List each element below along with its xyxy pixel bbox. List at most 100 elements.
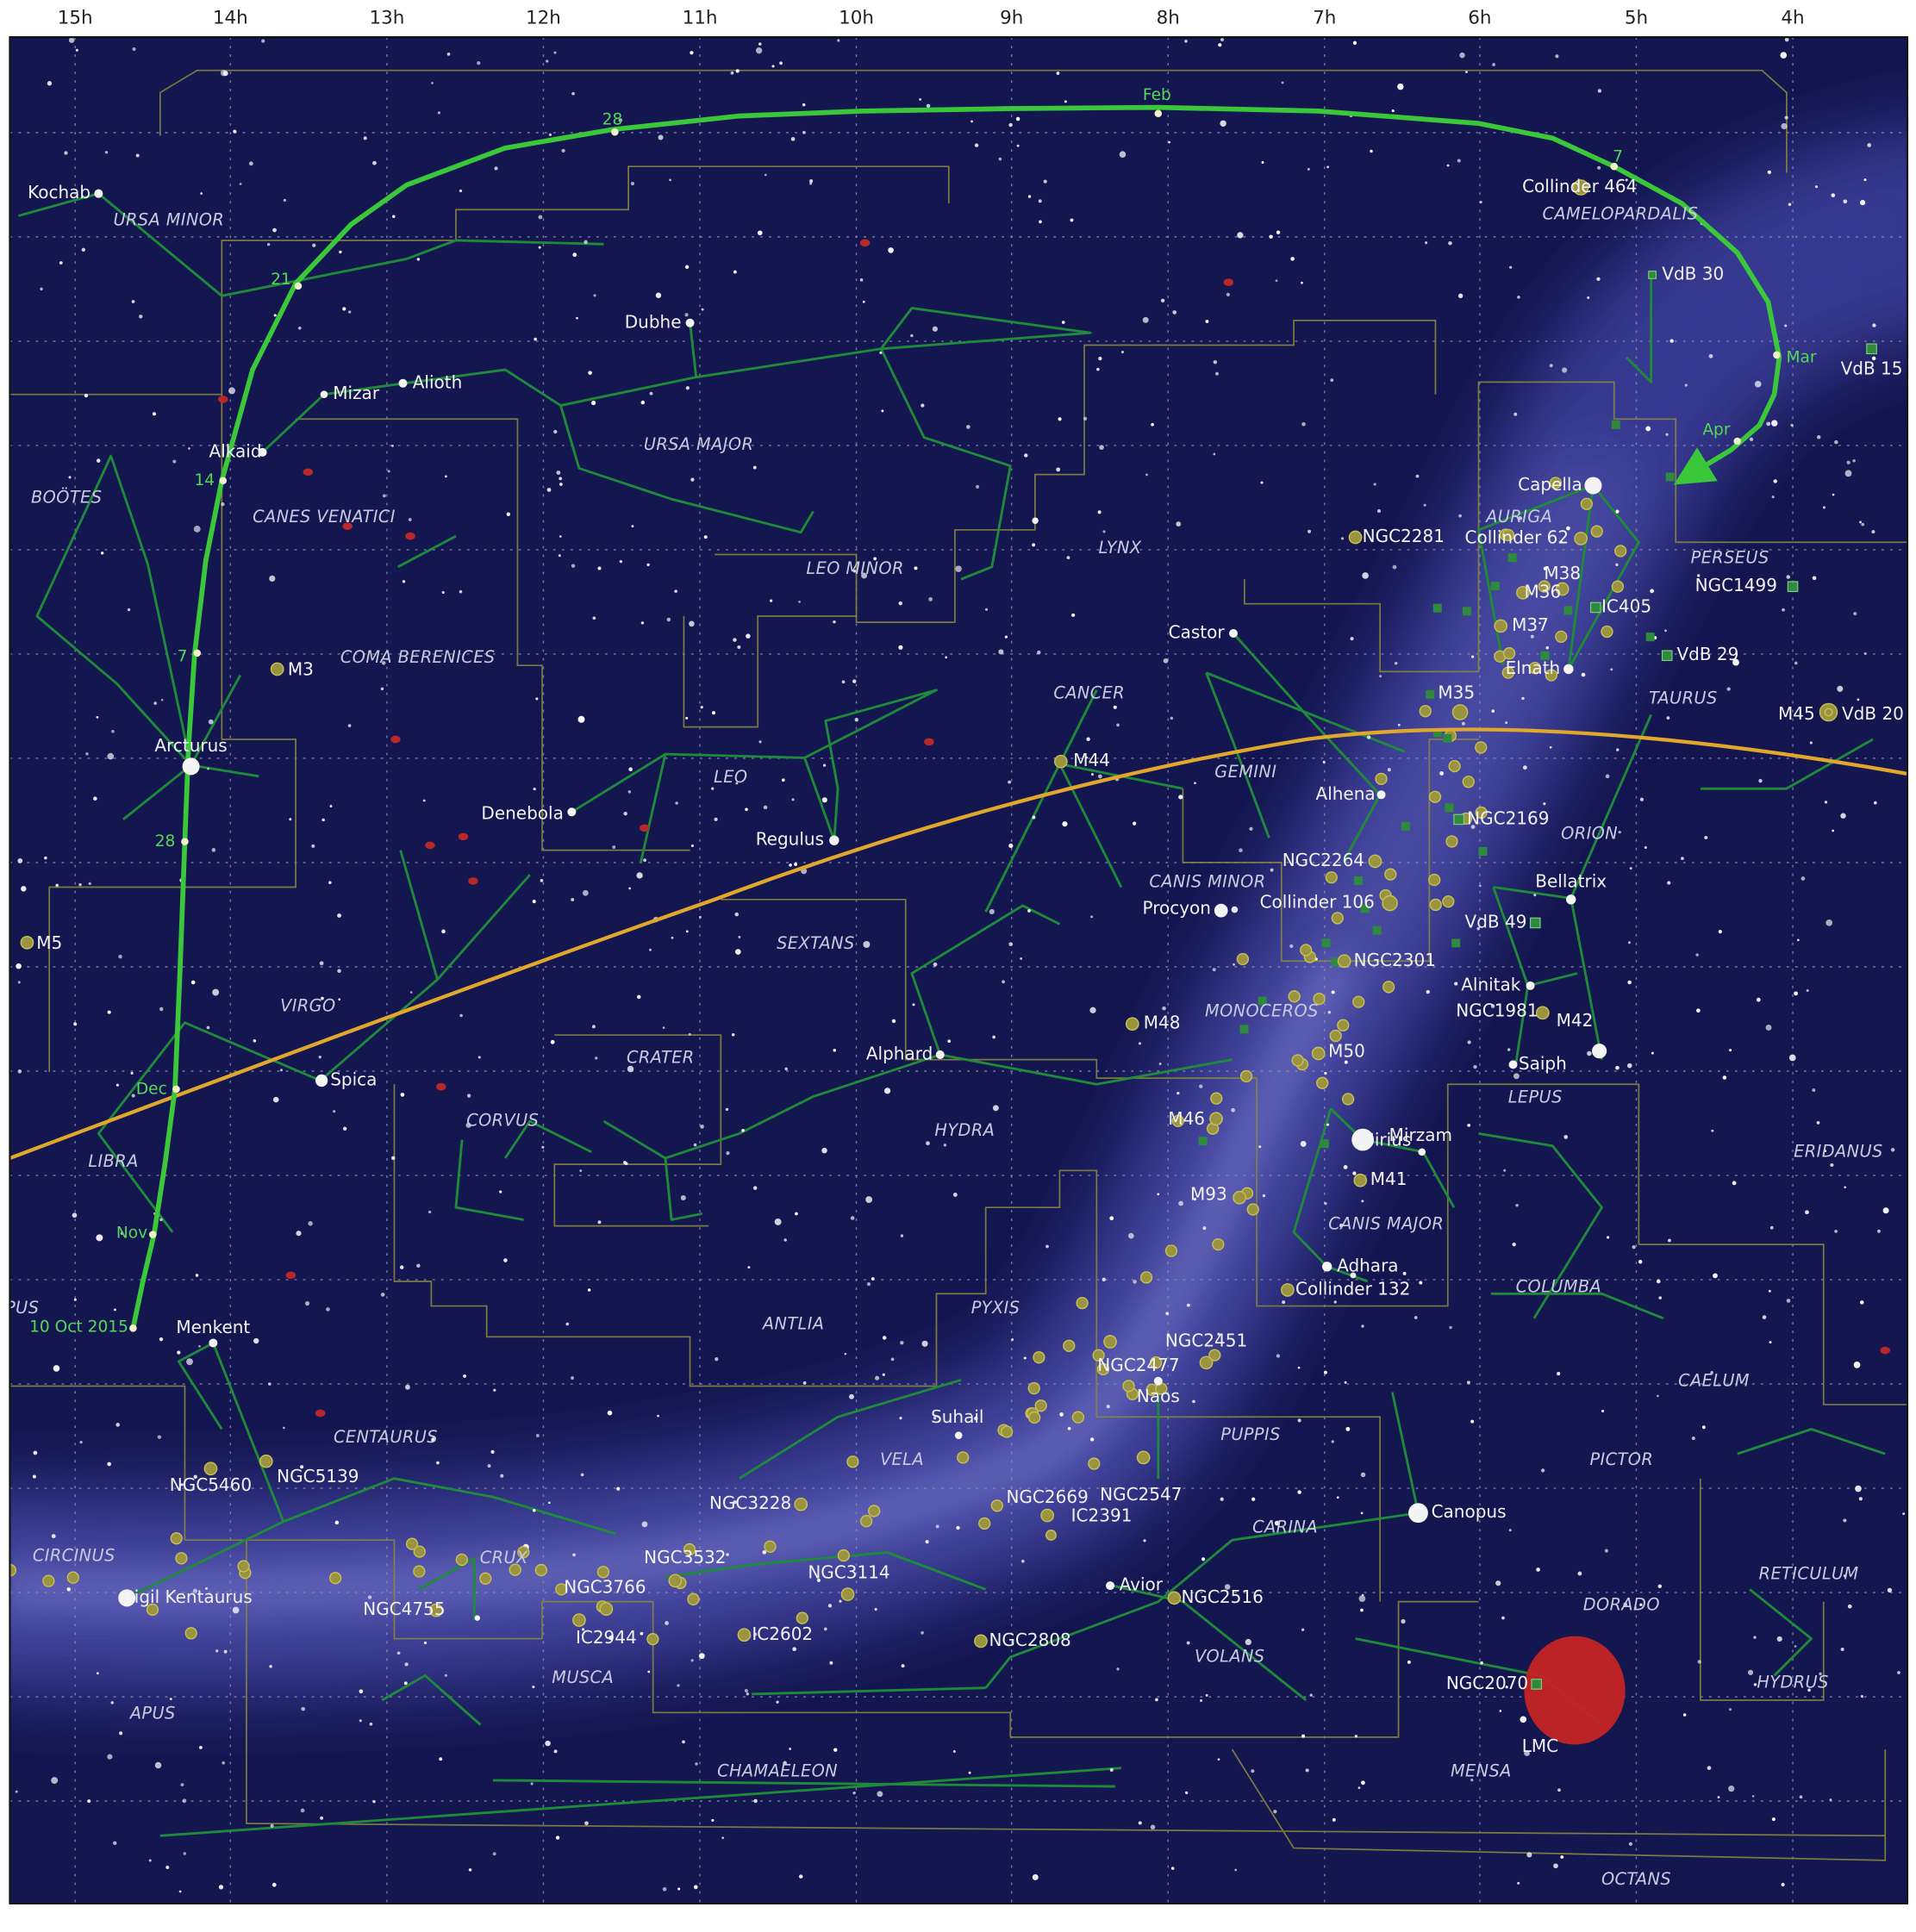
star [548, 133, 552, 136]
star [148, 1859, 152, 1862]
star [1632, 1245, 1636, 1250]
star [1681, 857, 1684, 861]
comet-tick [1773, 351, 1781, 359]
star [87, 1799, 91, 1804]
cluster [517, 1546, 530, 1559]
star [883, 1088, 891, 1094]
cluster [1071, 1411, 1085, 1424]
star [139, 315, 143, 319]
cluster [42, 1574, 55, 1587]
star [266, 242, 271, 246]
star [1657, 1394, 1659, 1398]
constellation-line [1478, 1132, 1603, 1319]
star [1176, 1092, 1180, 1095]
constellation-line [177, 1342, 223, 1430]
star [51, 1777, 59, 1785]
star [1008, 942, 1014, 947]
star [1157, 1193, 1160, 1196]
star [862, 300, 865, 303]
cluster-marker [1054, 754, 1068, 769]
object-label: Spica [330, 1069, 377, 1089]
cluster-marker [1281, 1283, 1295, 1297]
star [1650, 589, 1655, 594]
star [334, 1520, 340, 1525]
cluster-marker [1555, 582, 1570, 596]
star-marker [1592, 1044, 1607, 1059]
constellation-label: CANES VENATICI [253, 507, 396, 527]
star [1666, 716, 1670, 720]
star [218, 1885, 224, 1890]
boundary [9, 165, 950, 396]
star [499, 1190, 502, 1193]
star [1020, 957, 1023, 960]
star [844, 1352, 847, 1356]
star [1301, 421, 1306, 427]
object-label: M41 [1370, 1169, 1407, 1189]
star [1704, 836, 1708, 840]
cluster-marker [737, 1628, 752, 1642]
constellation-label: VIRGO [280, 996, 336, 1016]
star [1549, 745, 1552, 749]
star [157, 1435, 162, 1439]
constellation-line [1292, 1107, 1369, 1283]
ra-label: 15h [58, 8, 93, 29]
star [1297, 1418, 1301, 1423]
star [1520, 1716, 1527, 1723]
galaxy [285, 1271, 296, 1280]
galaxy [468, 877, 478, 885]
star [741, 1128, 745, 1132]
star [369, 1722, 373, 1726]
star [1037, 650, 1041, 655]
object-label: VdB 30 [1662, 264, 1724, 284]
star [1260, 481, 1264, 484]
star [1765, 1025, 1772, 1031]
constellation-line [1477, 484, 1595, 670]
constellation-label: PYXIS [971, 1298, 1020, 1318]
star [580, 1473, 584, 1477]
cluster [1555, 630, 1568, 644]
star [745, 807, 748, 812]
constellation-label: GEMINI [1214, 762, 1276, 782]
star [1194, 782, 1196, 785]
boundary [1231, 1748, 1887, 1861]
star [881, 409, 884, 413]
star [587, 1288, 591, 1292]
star [588, 371, 592, 375]
object-label: Saiph [1519, 1053, 1567, 1074]
cluster [1149, 1356, 1163, 1369]
star [1471, 655, 1475, 658]
object-label: Alioth [413, 371, 463, 392]
star [1857, 698, 1860, 701]
star [1812, 576, 1817, 581]
nebula [1321, 938, 1331, 948]
star [487, 1464, 491, 1468]
constellation-label: VOLANS [1195, 1646, 1265, 1666]
constellation-line [1058, 689, 1098, 765]
star [647, 1670, 651, 1673]
star [1843, 199, 1848, 204]
star [1116, 723, 1120, 727]
star [212, 988, 220, 996]
nebula [1426, 689, 1435, 699]
star [792, 1647, 796, 1651]
comet-date-label: 10 Oct 2015 [29, 1318, 128, 1336]
star [342, 1126, 347, 1131]
star [465, 1122, 471, 1128]
star [396, 1651, 401, 1655]
cluster [683, 1542, 696, 1556]
star [503, 1258, 508, 1262]
object-label: M44 [1073, 750, 1110, 770]
star [1066, 556, 1070, 559]
constellation-line [418, 1557, 476, 1621]
star [735, 69, 740, 73]
comet-tick [148, 1231, 157, 1238]
object-label: M45 [1778, 703, 1815, 724]
star [1781, 122, 1788, 130]
star [183, 1852, 187, 1855]
constellation-line [1232, 633, 1382, 863]
star [798, 601, 801, 603]
constellation-line [984, 1511, 1419, 1689]
star [658, 134, 664, 140]
star [1509, 265, 1513, 269]
star [208, 719, 214, 725]
